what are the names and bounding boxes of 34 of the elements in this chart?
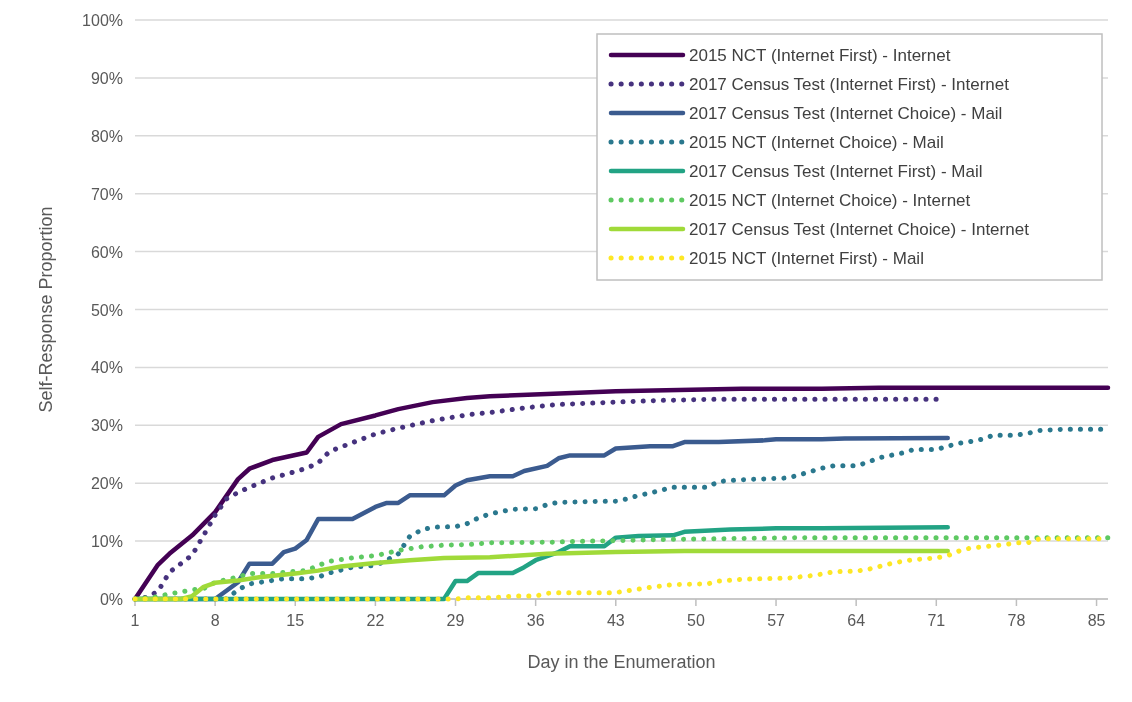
x-tick-label: 50 <box>687 612 705 629</box>
legend-label: 2015 NCT (Internet First) - Internet <box>689 46 951 65</box>
y-tick-label: 70% <box>90 185 123 203</box>
x-tick-label: 36 <box>526 612 545 629</box>
x-tick-label: 85 <box>1087 612 1106 629</box>
y-tick-label: 100% <box>82 12 123 29</box>
x-tick-label: 71 <box>927 612 946 629</box>
legend-label: 2017 Census Test (Internet Choice) - Mail <box>689 104 1003 123</box>
legend-label: 2017 Census Test (Internet First) - Mail <box>689 162 983 181</box>
legend-label: 2015 NCT (Internet Choice) - Mail <box>689 133 944 152</box>
y-tick-label: 50% <box>90 301 123 319</box>
y-tick-label: 30% <box>90 417 123 435</box>
legend-label: 2015 NCT (Internet First) - Mail <box>689 249 924 268</box>
y-tick-label: 80% <box>90 127 123 145</box>
y-tick-label: 10% <box>90 533 123 551</box>
y-tick-label: 90% <box>90 69 123 87</box>
y-tick-label: 20% <box>90 475 123 493</box>
x-tick-label: 57 <box>767 612 786 629</box>
x-tick-label: 15 <box>286 612 305 629</box>
legend-label: 2017 Census Test (Internet Choice) - Internet <box>689 220 1030 239</box>
y-axis-title: Self-Response Proportion <box>36 206 56 413</box>
y-tick-label: 60% <box>90 243 123 261</box>
x-tick-label: 1 <box>130 612 140 629</box>
y-tick-label: 0% <box>99 591 123 608</box>
x-tick-label: 22 <box>366 612 385 629</box>
legend-label: 2015 NCT (Internet Choice) - Internet <box>689 191 971 210</box>
x-tick-label: 8 <box>210 612 220 629</box>
legend-label: 2017 Census Test (Internet First) - Internet <box>689 75 1010 94</box>
y-tick-label: 40% <box>90 359 123 377</box>
x-tick-label: 43 <box>606 612 625 629</box>
x-axis-title: Day in the Enumeration <box>527 652 716 672</box>
x-tick-label: 78 <box>1007 612 1026 629</box>
x-tick-label: 64 <box>847 612 866 629</box>
x-tick-label: 29 <box>446 612 465 629</box>
